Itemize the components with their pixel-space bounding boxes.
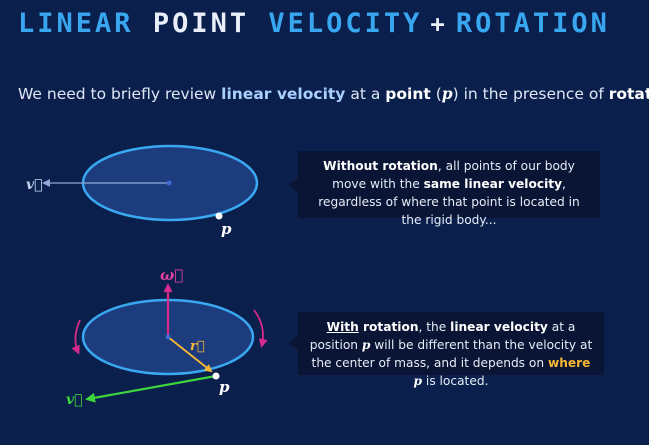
rotation-arrow-right xyxy=(253,309,268,348)
title-word-velocity: VELOCITY xyxy=(268,8,423,39)
callout-text: , the xyxy=(418,320,451,334)
point-p-bottom xyxy=(212,372,220,380)
intro-point: point xyxy=(385,85,431,103)
callout-text: will be different than the velocity at t… xyxy=(311,338,593,370)
callout-text: , regardless of where that point is loca… xyxy=(318,177,580,227)
label-v-top: v⃗ xyxy=(26,177,43,193)
intro-p: p xyxy=(441,84,453,103)
velocity-arrow-bottom xyxy=(85,374,217,403)
title-word-point: POINT xyxy=(152,8,250,39)
center-dot-top xyxy=(166,180,172,186)
title-word-rotation: ROTATION xyxy=(455,8,610,39)
callout-bold: linear velocity xyxy=(450,320,548,334)
intro-rotation: rotation xyxy=(608,85,649,103)
point-p-top xyxy=(215,212,223,220)
radius-arrow xyxy=(167,336,213,373)
intro-sentence: We need to briefly review linear velocit… xyxy=(18,84,649,103)
callout-bold: same linear velocity xyxy=(423,177,563,191)
callout-p: p xyxy=(413,374,423,388)
label-p-bottom: p xyxy=(219,378,230,396)
intro-text: at a xyxy=(345,85,386,103)
rotation-arrow-left xyxy=(71,319,81,355)
callout-text: at a position xyxy=(309,320,576,352)
label-omega: ω⃗ xyxy=(160,266,183,284)
title-word-linear: LINEAR xyxy=(18,8,134,39)
callout-p: p xyxy=(361,338,371,352)
slide-title: LINEAR POINT VELOCITY + ROTATION xyxy=(18,8,610,39)
callout-without-rotation: Without rotation, all points of our body… xyxy=(298,151,600,227)
callout-text: , all points of our body move with the xyxy=(332,159,575,191)
label-p-top: p xyxy=(221,220,232,238)
callout-with-rotation: With rotation, the linear velocity at a … xyxy=(298,312,604,388)
label-v-bottom: v⃗ xyxy=(66,392,83,408)
label-r: r⃗ xyxy=(190,339,205,354)
callout-text: is located. xyxy=(422,374,489,388)
callout-pointer-top xyxy=(288,178,298,192)
callout-bold: Without rotation xyxy=(323,159,438,173)
intro-text: ) in the presence of xyxy=(452,85,609,103)
callout-where: where xyxy=(547,356,591,370)
callout-bold: rotation xyxy=(358,320,419,334)
center-dot-bottom xyxy=(165,334,171,340)
callout-pointer-bottom xyxy=(288,336,298,350)
callout-bold-underlined: With xyxy=(326,320,359,334)
title-plus: + xyxy=(430,10,448,38)
intro-text: ( xyxy=(430,85,442,103)
intro-linear-velocity: linear velocity xyxy=(221,85,346,103)
intro-text: We need to briefly review xyxy=(18,85,222,103)
